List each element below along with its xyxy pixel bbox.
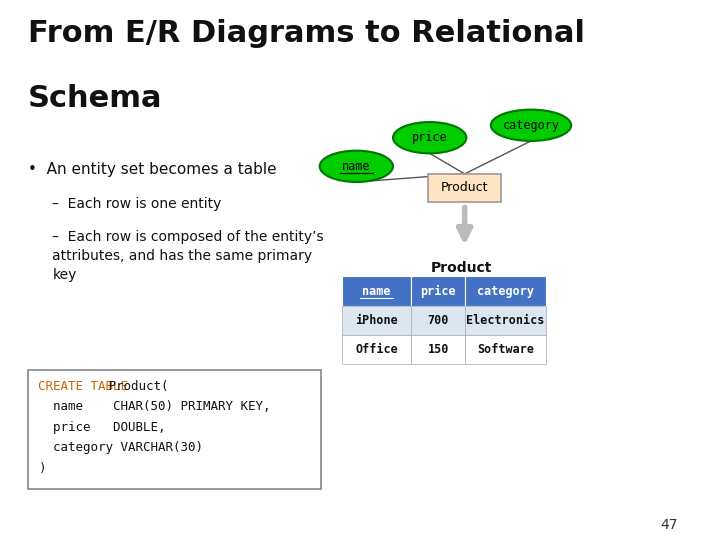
Text: iPhone: iPhone: [355, 314, 398, 327]
FancyBboxPatch shape: [428, 174, 501, 202]
Text: –  Each row is one entity: – Each row is one entity: [53, 197, 222, 211]
Text: price: price: [420, 285, 456, 298]
FancyBboxPatch shape: [411, 335, 465, 364]
FancyBboxPatch shape: [411, 306, 465, 335]
Ellipse shape: [393, 122, 467, 153]
Text: Schema: Schema: [28, 84, 163, 113]
Text: price: price: [412, 131, 448, 144]
Text: Software: Software: [477, 343, 534, 356]
Text: 700: 700: [428, 314, 449, 327]
FancyBboxPatch shape: [465, 306, 546, 335]
Text: –  Each row is composed of the entity’s
attributes, and has the same primary
key: – Each row is composed of the entity’s a…: [53, 230, 324, 282]
Text: 150: 150: [428, 343, 449, 356]
Text: From E/R Diagrams to Relational: From E/R Diagrams to Relational: [28, 19, 585, 48]
FancyBboxPatch shape: [342, 335, 411, 364]
Text: Product: Product: [431, 261, 492, 275]
Text: category: category: [477, 285, 534, 298]
Ellipse shape: [491, 110, 571, 141]
Text: CREATE TABLE: CREATE TABLE: [38, 380, 128, 393]
Text: name: name: [342, 160, 371, 173]
Text: ): ): [38, 462, 46, 475]
Text: Product(: Product(: [102, 380, 168, 393]
Text: Electronics: Electronics: [467, 314, 545, 327]
Text: name    CHAR(50) PRIMARY KEY,: name CHAR(50) PRIMARY KEY,: [38, 400, 271, 413]
Text: •  An entity set becomes a table: • An entity set becomes a table: [28, 162, 276, 177]
FancyBboxPatch shape: [342, 306, 411, 335]
Text: Product: Product: [441, 181, 488, 194]
Text: category: category: [503, 119, 559, 132]
Text: 47: 47: [660, 518, 678, 532]
Ellipse shape: [320, 151, 393, 182]
FancyBboxPatch shape: [465, 276, 546, 306]
FancyBboxPatch shape: [28, 370, 321, 489]
FancyBboxPatch shape: [342, 276, 411, 306]
Text: category VARCHAR(30): category VARCHAR(30): [38, 441, 204, 454]
Text: price   DOUBLE,: price DOUBLE,: [38, 421, 166, 434]
FancyBboxPatch shape: [411, 276, 465, 306]
Text: name: name: [362, 285, 391, 298]
Text: Office: Office: [355, 343, 398, 356]
FancyBboxPatch shape: [465, 335, 546, 364]
